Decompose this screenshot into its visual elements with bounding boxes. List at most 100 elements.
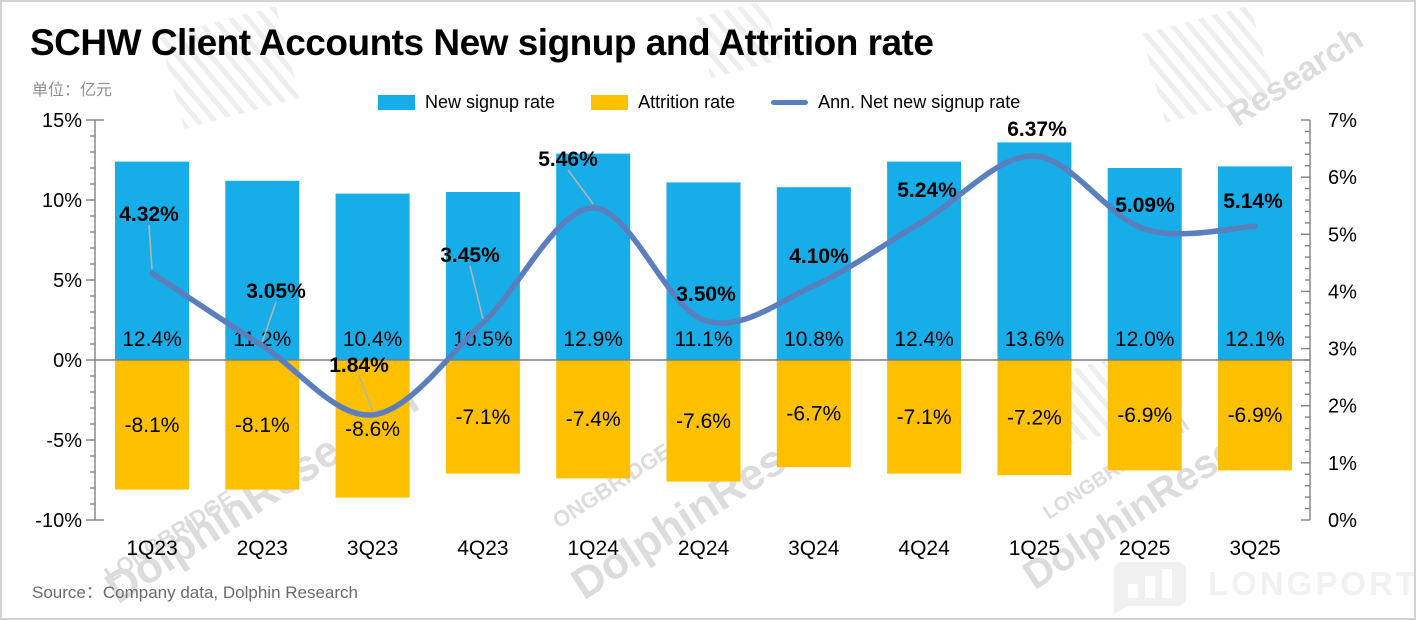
logo-bar-icon — [1145, 576, 1155, 598]
line-data-label: 3.05% — [246, 280, 306, 303]
bar-label-new-signup: 12.1% — [1225, 328, 1285, 351]
bar-label-new-signup: 12.4% — [894, 328, 954, 351]
bar-attrition-4Q24 — [887, 360, 962, 474]
bar-label-attrition: -8.1% — [235, 414, 290, 437]
line-label-leader — [148, 224, 153, 270]
longport-logo-text: LONGPORT — [1208, 565, 1416, 602]
left-axis-label: 10% — [42, 190, 82, 212]
left-axis-label: 5% — [53, 270, 82, 292]
line-label-leader — [469, 265, 484, 320]
bar-label-attrition: -6.7% — [786, 403, 841, 426]
right-axis-label: 7% — [1328, 110, 1357, 132]
bar-label-new-signup: 12.9% — [563, 328, 623, 351]
legend-label-net-line: Ann. Net new signup rate — [818, 92, 1021, 112]
right-axis-label: 4% — [1328, 281, 1357, 303]
legend-item-net-line: Ann. Net new signup rate — [771, 92, 1020, 113]
bar-label-attrition: -6.9% — [1117, 404, 1172, 427]
bar-attrition-2Q24 — [666, 360, 741, 482]
category-label: 3Q25 — [1229, 537, 1280, 560]
bar-new-signup-2Q25 — [1107, 168, 1182, 360]
bar-attrition-1Q24 — [556, 360, 631, 479]
bar-label-attrition: -7.1% — [455, 406, 510, 429]
bar-label-new-signup: 13.6% — [1005, 328, 1065, 351]
category-label: 1Q24 — [568, 537, 620, 560]
legend-swatch-net-line-icon — [771, 100, 809, 105]
legend-swatch-new-signup-icon — [378, 95, 415, 110]
chart-subtitle: 单位：亿元 — [32, 82, 113, 99]
bar-label-new-signup: 10.8% — [784, 328, 844, 351]
bar-attrition-2Q23 — [225, 360, 300, 490]
bar-attrition-3Q23 — [335, 360, 410, 498]
net-signup-line — [149, 153, 1258, 418]
right-axis-label: 2% — [1328, 396, 1357, 418]
right-axis-label: 3% — [1328, 339, 1357, 361]
bar-label-new-signup: 11.1% — [675, 328, 733, 351]
category-label: 3Q24 — [788, 537, 840, 560]
longport-logo: LONGPORT — [1114, 562, 1416, 614]
bar-label-attrition: -8.6% — [345, 418, 400, 441]
category-label: 1Q25 — [1009, 537, 1060, 560]
legend-label-attrition: Attrition rate — [638, 92, 736, 112]
bar-attrition-3Q24 — [776, 360, 851, 468]
chart-title: SCHW Client Accounts New signup and Attr… — [30, 22, 934, 63]
category-label: 2Q23 — [237, 537, 288, 560]
bar-label-attrition: -7.1% — [897, 406, 952, 429]
category-label: 4Q23 — [457, 537, 508, 560]
line-data-label: 3.50% — [676, 283, 736, 306]
legend-label-new-signup: New signup rate — [425, 92, 556, 112]
line-data-label: 1.84% — [329, 354, 389, 377]
line-label-leader — [358, 375, 374, 412]
line-label-leader — [261, 301, 277, 342]
longport-bubble-icon — [1114, 562, 1186, 614]
bar-label-new-signup: 12.0% — [1115, 328, 1175, 351]
line-label-leader — [567, 169, 594, 205]
right-axis-label: 5% — [1328, 224, 1357, 246]
left-axis-label: -10% — [35, 510, 82, 532]
logo-bar-icon — [1128, 584, 1138, 598]
bar-new-signup-3Q23 — [335, 193, 410, 360]
source-note: Source：Company data, Dolphin Research — [32, 583, 359, 602]
left-axis-label: 0% — [53, 350, 82, 372]
logo-bar-icon — [1162, 569, 1172, 598]
bar-label-new-signup: 10.4% — [343, 328, 403, 351]
bar-label-attrition: -8.1% — [125, 414, 180, 437]
right-axis-label: 1% — [1328, 453, 1357, 475]
line-data-label: 5.24% — [897, 179, 957, 202]
right-axis-label: 6% — [1328, 167, 1357, 189]
bar-attrition-3Q25 — [1218, 360, 1292, 471]
bar-new-signup-3Q25 — [1218, 166, 1292, 360]
line-data-label: 6.37% — [1007, 118, 1067, 141]
bar-label-attrition: -6.9% — [1228, 404, 1283, 427]
bar-attrition-2Q25 — [1107, 360, 1182, 471]
category-label: 2Q25 — [1119, 537, 1170, 560]
line-data-label: 4.32% — [119, 203, 179, 226]
bar-new-signup-4Q24 — [887, 161, 962, 360]
legend-item-new-signup: New signup rate — [378, 92, 555, 113]
legend-swatch-attrition-icon — [591, 95, 629, 110]
category-label: 3Q23 — [347, 537, 398, 560]
legend-item-attrition: Attrition rate — [591, 92, 735, 113]
bar-attrition-1Q23 — [115, 360, 189, 490]
line-data-label: 5.14% — [1223, 190, 1283, 213]
line-data-label: 3.45% — [440, 244, 500, 267]
bar-new-signup-2Q24 — [666, 182, 741, 360]
category-label: 2Q24 — [678, 537, 730, 560]
right-axis-label: 0% — [1328, 510, 1357, 532]
bar-label-new-signup: 12.4% — [122, 328, 182, 351]
bar-attrition-1Q25 — [997, 360, 1072, 476]
bar-label-attrition: -7.6% — [676, 410, 731, 433]
line-data-label: 5.09% — [1115, 194, 1175, 217]
legend: New signup rate Attrition rate Ann. Net … — [378, 92, 1020, 113]
bar-new-signup-1Q24 — [556, 153, 631, 360]
bar-label-attrition: -7.2% — [1007, 407, 1062, 430]
bar-attrition-4Q23 — [445, 360, 520, 474]
line-data-label: 4.10% — [789, 245, 849, 268]
bar-label-attrition: -7.4% — [566, 408, 621, 431]
bar-new-signup-1Q25 — [997, 142, 1072, 360]
bar-label-new-signup: 10.5% — [453, 328, 513, 351]
bar-new-signup-4Q23 — [445, 192, 520, 360]
line-data-label: 5.46% — [538, 148, 598, 171]
left-axis-label: -5% — [46, 430, 82, 452]
left-axis-label: 15% — [42, 110, 82, 132]
